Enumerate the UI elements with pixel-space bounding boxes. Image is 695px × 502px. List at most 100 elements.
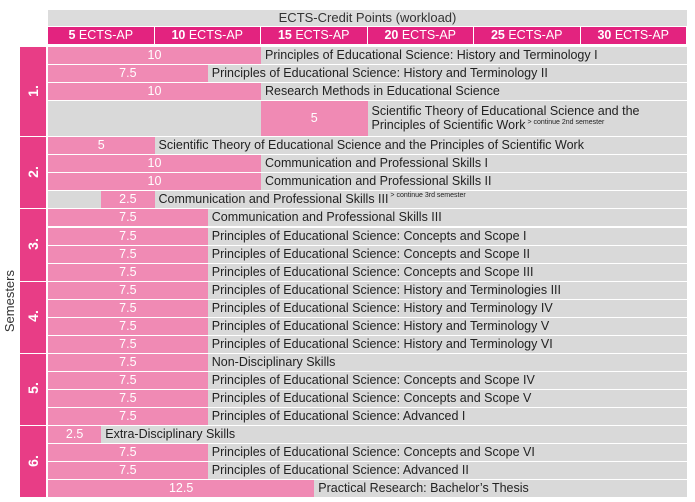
- row-background: [48, 462, 687, 480]
- course-label: Principles of Educational Science: Histo…: [212, 300, 553, 317]
- ects-bar: 2.5: [101, 191, 155, 209]
- course-name: Scientific Theory of Educational Science…: [371, 104, 640, 133]
- semester-label: 1.: [25, 84, 41, 97]
- ects-bar: 7.5: [48, 299, 208, 317]
- course-name: Scientific Theory of Educational Science…: [158, 138, 584, 153]
- course-name: Principles of Educational Science: Conce…: [211, 445, 535, 460]
- x-tick-number: 20: [384, 28, 399, 42]
- ects-bar: 7.5: [48, 263, 208, 281]
- semester-block: [20, 426, 46, 498]
- ects-bar: 12.5: [48, 480, 315, 498]
- course-label: Principles of Educational Science: Conce…: [212, 264, 534, 281]
- row-background: [48, 353, 687, 371]
- x-tick-label: 25 ECTS-AP: [474, 27, 581, 44]
- course-name: Principles of Educational Science: Conce…: [211, 390, 532, 405]
- course-name: Principles of Educational Science: Advan…: [211, 409, 466, 423]
- x-tick-label: 15 ECTS-AP: [261, 27, 368, 44]
- course-label: Principles of Educational Science: Histo…: [265, 47, 598, 64]
- ects-bar: 10: [48, 173, 261, 191]
- row-background: [48, 101, 687, 137]
- course-name: Practical Research: Bachelor’s Thesis: [318, 481, 529, 496]
- row-background: [48, 191, 687, 209]
- semester-block: [20, 47, 46, 137]
- course-label: Communication and Professional Skills II…: [159, 191, 466, 208]
- course-name: Principles of Educational Science: Conce…: [211, 228, 527, 243]
- course-label: Principles of Educational Science: Advan…: [212, 408, 466, 425]
- semester-block: [20, 281, 46, 353]
- chart-title: ECTS-Credit Points (workload): [48, 10, 687, 26]
- course-label: Research Methods in Educational Science: [265, 83, 500, 100]
- semester-label: 4.: [25, 310, 41, 323]
- course-name: Principles of Educational Science: Advan…: [211, 463, 469, 478]
- ects-bar: 7.5: [48, 317, 208, 335]
- course-label: Principles of Educational Science: Conce…: [212, 390, 532, 407]
- course-name: Principles of Educational Science: Histo…: [265, 48, 598, 62]
- course-name: Principles of Educational Science: Histo…: [211, 66, 548, 81]
- course-name: Principles of Educational Science: Conce…: [211, 264, 534, 279]
- x-tick-unit: ECTS-AP: [291, 28, 350, 42]
- course-name: Principles of Educational Science: Histo…: [211, 318, 550, 333]
- row-background: [48, 426, 687, 444]
- course-name: Communication and Professional Skills II…: [211, 210, 442, 225]
- course-label: Principles of Educational Science: Conce…: [212, 246, 530, 263]
- ects-bar: 7.5: [48, 65, 208, 83]
- ects-bar: 7.5: [48, 245, 208, 263]
- ects-bar: 7.5: [48, 371, 208, 389]
- ects-bar: 7.5: [48, 227, 208, 245]
- row-background: [48, 227, 687, 245]
- ects-bar: 7.5: [48, 209, 208, 227]
- course-label: Principles of Educational Science: Advan…: [212, 462, 469, 479]
- ects-bar: 7.5: [48, 353, 208, 371]
- course-label: Principles of Educational Science: Conce…: [212, 444, 535, 461]
- semester-label: 5.: [25, 382, 41, 395]
- semester-label: 2.: [25, 166, 41, 178]
- ects-bar: 5: [261, 101, 368, 137]
- x-tick-label: 30 ECTS-AP: [580, 27, 687, 44]
- course-label: Principles of Educational Science: Histo…: [212, 65, 548, 82]
- course-label: Extra-Disciplinary Skills: [105, 426, 235, 443]
- x-tick-number: 25: [490, 28, 505, 42]
- ects-bar: 7.5: [48, 462, 208, 480]
- x-tick-number: 30: [597, 28, 612, 42]
- row-background: [48, 263, 687, 281]
- ects-bar: 5: [48, 137, 155, 155]
- row-background: [48, 65, 687, 83]
- course-label: Communication and Professional Skills II…: [212, 209, 442, 226]
- semester-label: 3.: [25, 238, 41, 250]
- course-label: Principles of Educational Science: Histo…: [212, 336, 553, 353]
- x-tick-label: 10 ECTS-AP: [154, 27, 261, 44]
- x-tick-unit: ECTS-AP: [75, 28, 134, 42]
- ects-bar: 10: [48, 155, 261, 173]
- ects-bar: 2.5: [48, 426, 102, 444]
- course-label: Principles of Educational Science: Conce…: [212, 372, 535, 389]
- row-background: [48, 245, 687, 263]
- course-name: Extra-Disciplinary Skills: [105, 427, 236, 442]
- course-name: Communication and Professional Skills II…: [158, 192, 389, 207]
- course-label: Scientific Theory of Educational Science…: [372, 104, 686, 132]
- row-background: [48, 371, 687, 389]
- x-tick-number: 15: [277, 28, 292, 42]
- ects-bar: 7.5: [48, 408, 208, 426]
- course-name: Communication and Professional Skills I: [265, 156, 489, 171]
- row-background: [48, 299, 687, 317]
- semester-block: [20, 353, 46, 426]
- row-background: [48, 389, 687, 407]
- x-tick-unit: ECTS-AP: [185, 28, 244, 42]
- row-background: [48, 137, 687, 155]
- x-tick-unit: ECTS-AP: [611, 28, 670, 42]
- course-note: > continue 3rd semester: [388, 192, 466, 200]
- row-background: [48, 335, 687, 353]
- course-label: Principles of Educational Science: Histo…: [212, 282, 561, 299]
- row-background: [48, 209, 687, 227]
- course-name: Principles of Educational Science: Histo…: [211, 282, 561, 297]
- course-label: Principles of Educational Science: Histo…: [212, 318, 549, 335]
- course-label: Communication and Professional Skills II: [265, 173, 492, 190]
- course-label: Non-Disciplinary Skills: [212, 354, 336, 371]
- course-name: Communication and Professional Skills II: [265, 174, 492, 189]
- x-tick-number: 10: [171, 28, 186, 42]
- row-background: [48, 444, 687, 462]
- course-name: Principles of Educational Science: Histo…: [211, 336, 553, 351]
- semester-block: [20, 137, 46, 209]
- course-note: > continue 2nd semester: [525, 119, 605, 127]
